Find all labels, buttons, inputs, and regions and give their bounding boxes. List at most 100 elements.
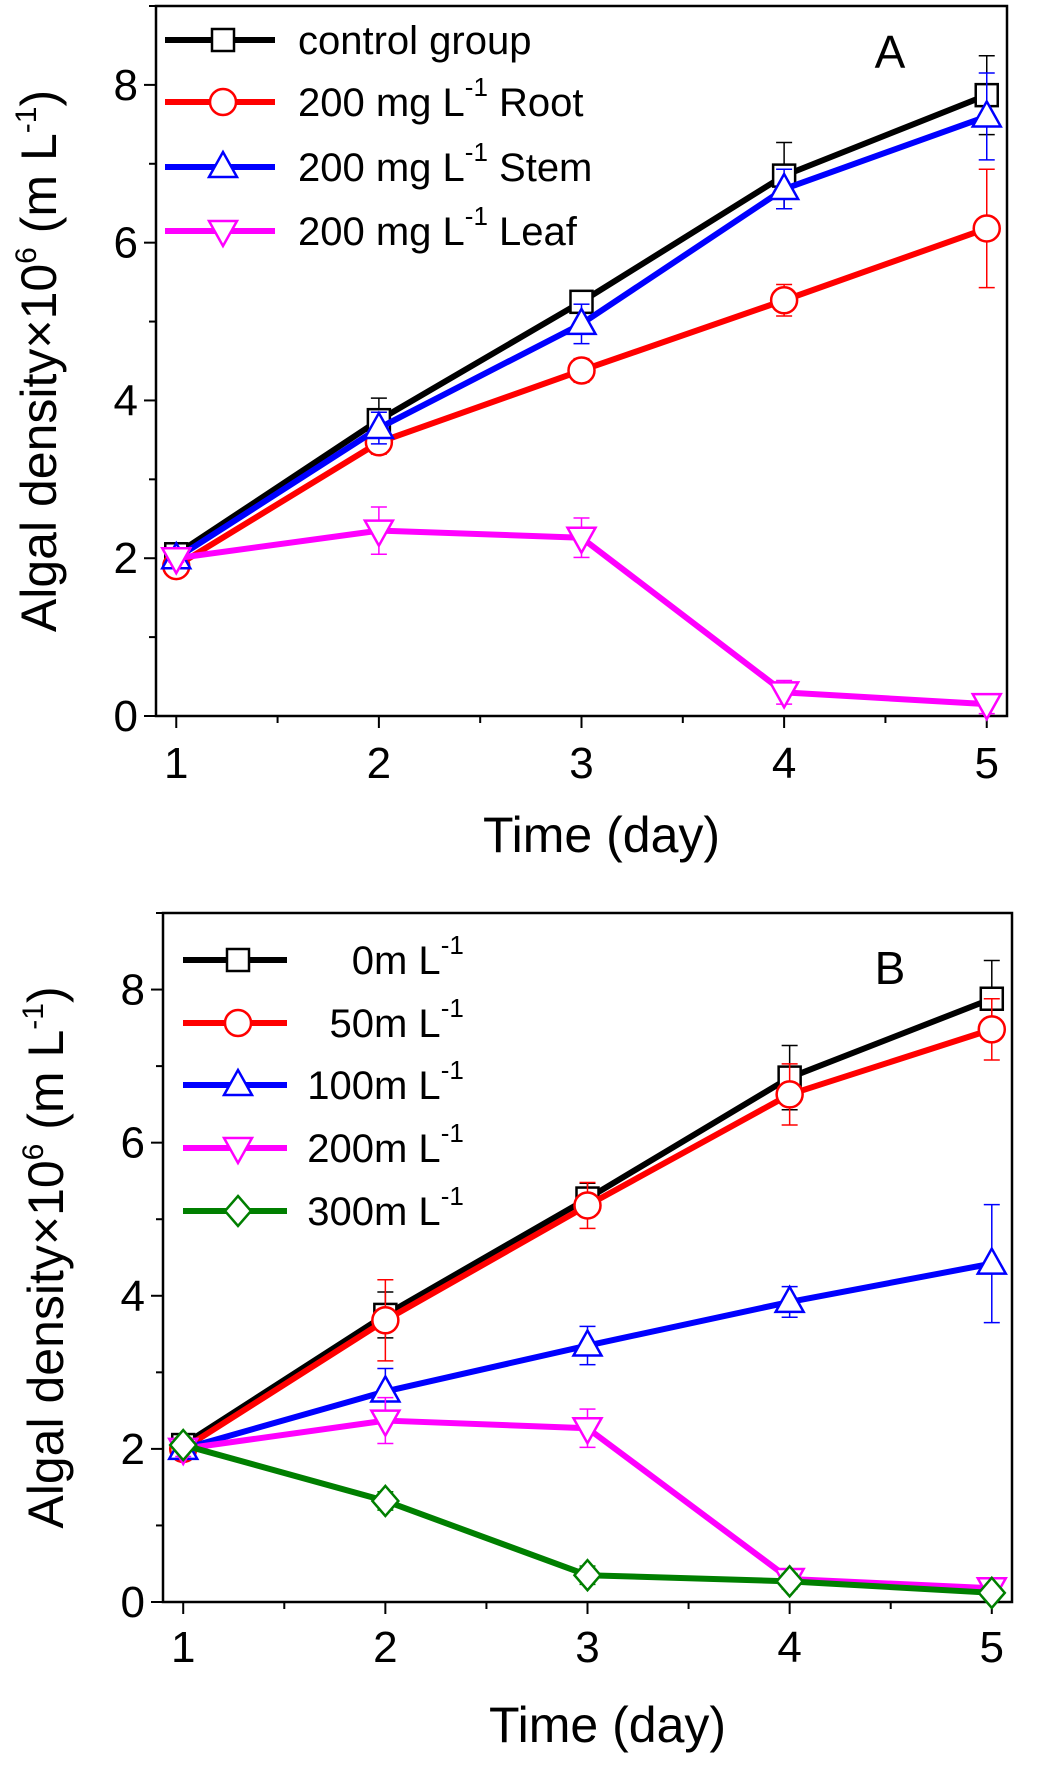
y-axis-title-exp: 6	[10, 247, 43, 264]
legend-label-number: 300	[307, 1190, 374, 1234]
legend-marker	[225, 947, 251, 973]
legend-item: 200 m L-1	[183, 1118, 464, 1171]
data-point	[160, 546, 193, 576]
legend-label: 200 mg L-1 Leaf	[298, 201, 578, 254]
data-point	[774, 1564, 805, 1599]
legend-label-sup: -1	[441, 930, 464, 960]
x-tick-label: 2	[367, 739, 391, 788]
panel-label: B	[875, 942, 906, 994]
series-1	[168, 997, 1007, 1464]
legend-item: 200 mg L-1 Leaf	[165, 201, 578, 254]
legend-label: 200 mg L-1 Stem	[298, 137, 592, 190]
y-tick-label: 0	[114, 692, 138, 741]
y-tick-label: 4	[114, 376, 138, 425]
data-point	[362, 410, 396, 440]
legend-label-sup: -1	[465, 201, 488, 231]
data-point	[977, 1575, 1007, 1610]
legend-label: m L-1	[374, 930, 464, 983]
data-point	[572, 1558, 603, 1593]
x-tick-label: 4	[772, 739, 796, 788]
legend-label: m L-1	[374, 993, 464, 1046]
legend-label-sup: -1	[465, 137, 488, 167]
legend-marker	[210, 27, 236, 53]
x-tick-label: 3	[569, 739, 593, 788]
legend-label-sup: -1	[465, 72, 488, 102]
data-point	[370, 1484, 401, 1518]
series-3	[160, 506, 1003, 722]
y-axis-title: Algal density×106 (m L-1)	[10, 90, 67, 632]
legend-label-text: control group	[298, 19, 531, 63]
x-tick-label: 1	[164, 739, 188, 788]
x-axis-title: Time (day)	[489, 1697, 726, 1753]
data-point	[565, 526, 598, 556]
legend-marker	[223, 1194, 253, 1228]
legend-marker	[221, 1136, 255, 1166]
legend-label: control group	[298, 19, 531, 63]
data-point	[369, 1409, 402, 1439]
legend-label: 200 mg L-1 Root	[298, 72, 584, 125]
x-tick-label: 1	[171, 1623, 195, 1672]
y-axis-title-unit-open: (m L	[11, 133, 67, 247]
legend-label: m L-1	[374, 1118, 464, 1171]
legend-marker	[223, 1008, 253, 1038]
legend-marker	[206, 219, 240, 249]
y-tick-label: 8	[121, 966, 145, 1015]
data-point	[767, 681, 801, 710]
legend-item: control group	[165, 19, 531, 63]
legend-label-sup: -1	[441, 1055, 464, 1085]
legend-item: 300 m L-1	[183, 1181, 464, 1234]
legend-label-text: 200 mg L	[298, 81, 465, 125]
x-tick-label: 2	[373, 1623, 397, 1672]
legend-marker	[206, 149, 240, 179]
data-point	[362, 519, 396, 549]
legend-label-unit: m L	[374, 1190, 441, 1234]
y-axis-title-main: Algal density×10	[18, 1160, 74, 1528]
series-line	[174, 225, 988, 569]
legend-label-text: 200 mg L	[298, 146, 465, 190]
y-tick-label: 2	[121, 1425, 145, 1474]
data-point	[970, 692, 1003, 722]
y-axis-title-exp: 6	[17, 1144, 50, 1161]
y-tick-label: 2	[114, 534, 138, 583]
x-tick-label: 4	[777, 1623, 801, 1672]
legend-label-unit: m L	[374, 1064, 441, 1108]
y-axis-title-main: Algal density×10	[11, 264, 67, 632]
data-point	[571, 1416, 604, 1446]
y-axis-title-unit-exp: -1	[17, 1003, 50, 1030]
y-axis-title-unit-open: (m L	[18, 1030, 74, 1144]
legend-label-number: 50	[330, 1002, 375, 1046]
legend-item: 100 m L-1	[183, 1055, 464, 1108]
legend-label-suffix: Root	[488, 81, 584, 125]
y-tick-label: 0	[121, 1578, 145, 1627]
x-tick-label: 5	[980, 1623, 1004, 1672]
legend-item: 200 mg L-1 Root	[165, 72, 584, 125]
plot-frame	[161, 911, 1014, 1604]
data-point	[565, 306, 598, 336]
data-point	[168, 1428, 198, 1462]
legend-item: 200 mg L-1 Stem	[165, 137, 592, 190]
y-tick-label: 8	[114, 61, 138, 110]
legend-label: m L-1	[374, 1055, 464, 1108]
legend-item: 0 m L-1	[183, 930, 464, 983]
legend-label-sup: -1	[441, 1181, 464, 1211]
data-point	[972, 214, 1001, 243]
x-tick-label: 5	[974, 739, 998, 788]
legend-label-unit: m L	[374, 939, 441, 983]
data-point	[767, 171, 801, 201]
legend-label-sup: -1	[441, 1118, 464, 1148]
y-axis-title-unit-exp: -1	[10, 107, 43, 134]
y-tick-label: 4	[121, 1272, 145, 1321]
data-point	[571, 1327, 604, 1357]
y-axis-title: Algal density×106 (m L-1)	[17, 986, 74, 1528]
series-4	[168, 1428, 1007, 1610]
data-point	[775, 1080, 804, 1109]
legend-label-suffix: Stem	[488, 146, 592, 190]
y-tick-label: 6	[121, 1119, 145, 1168]
data-point	[977, 1015, 1007, 1044]
data-point	[371, 1306, 400, 1335]
legend-marker	[208, 87, 238, 117]
series-line	[181, 1026, 993, 1452]
